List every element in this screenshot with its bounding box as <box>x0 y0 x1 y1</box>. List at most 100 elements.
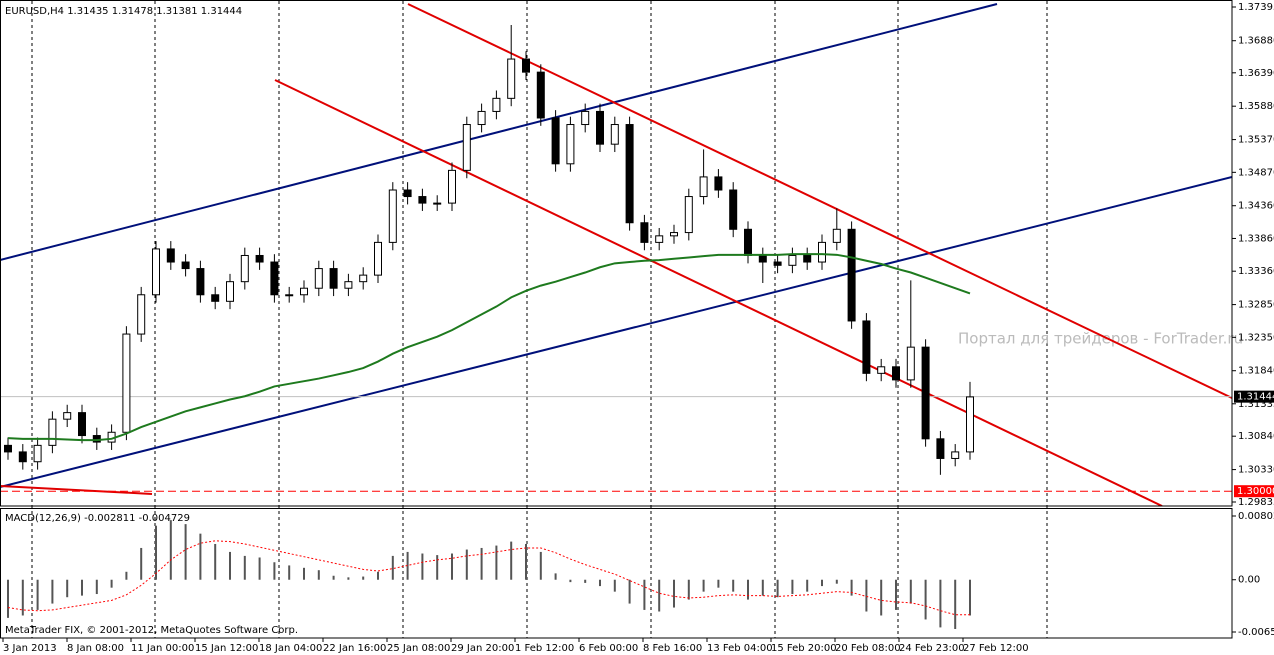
y-tick-label: 1.37395 <box>1238 2 1274 13</box>
y-tick-label: 1.35370 <box>1238 135 1274 146</box>
macd-bar <box>909 579 912 604</box>
macd-bar <box>288 565 291 580</box>
y-tick-label: -0.006579 <box>1238 627 1274 638</box>
macd-bar <box>554 573 557 580</box>
x-tick-label: 3 Jan 2013 <box>3 643 57 654</box>
macd-bar <box>510 541 513 580</box>
candle-body <box>492 97 501 112</box>
candle-body <box>892 366 900 381</box>
macd-bar <box>658 579 661 612</box>
candle-body <box>433 202 442 205</box>
candle-body <box>596 110 604 145</box>
candle-body <box>921 346 930 440</box>
candle-body <box>329 268 338 289</box>
macd-signal <box>7 540 970 616</box>
candle-body <box>448 169 456 204</box>
macd-bar <box>199 533 202 580</box>
candle-body <box>729 189 738 230</box>
level-tag <box>1234 485 1274 498</box>
macd-bar <box>436 555 439 580</box>
candle-body <box>137 294 146 335</box>
y-tick-label: 1.36880 <box>1238 36 1274 47</box>
candle-body <box>344 281 353 289</box>
x-tick-label: 24 Feb 23:00 <box>899 643 965 654</box>
candle-body <box>477 110 486 126</box>
candle-body <box>832 228 841 243</box>
macd-bar <box>406 551 409 580</box>
last-price-label: 1.31444 <box>1237 392 1274 403</box>
moving-average <box>7 253 971 442</box>
y-tick-label: 1.36390 <box>1238 68 1274 79</box>
price-plot <box>0 3 1232 506</box>
macd-bar <box>214 543 217 580</box>
macd-bar <box>569 579 572 583</box>
candle-body <box>744 228 752 256</box>
macd-bar <box>702 579 705 592</box>
candle-body <box>359 274 368 283</box>
macd-bar <box>539 551 542 580</box>
candle-body <box>285 294 294 297</box>
y-tick-label: 1.33860 <box>1238 233 1274 244</box>
y-tick-label: 1.31840 <box>1238 366 1274 377</box>
candle-body <box>48 418 57 446</box>
macd-bar <box>451 553 453 580</box>
candle-body <box>684 196 693 234</box>
candle-body <box>758 254 767 263</box>
macd-bar <box>480 547 483 580</box>
macd-bar <box>155 525 157 580</box>
candle-body <box>773 261 782 266</box>
macd-bar <box>347 577 350 580</box>
macd-bar <box>850 579 853 596</box>
macd-bar <box>584 579 587 583</box>
x-tick-label: 27 Feb 12:00 <box>963 643 1029 654</box>
x-tick-label: 15 Jan 12:00 <box>195 643 258 654</box>
macd-bar <box>821 579 823 587</box>
macd-bar <box>732 579 735 592</box>
macd-bar <box>229 551 231 580</box>
x-tick-label: 6 Feb 00:00 <box>579 643 638 654</box>
x-tick-label: 8 Feb 16:00 <box>643 643 702 654</box>
macd-bar <box>495 545 498 580</box>
x-tick-label: 18 Jan 04:00 <box>259 643 322 654</box>
macd-bar <box>613 579 616 592</box>
x-tick-label: 25 Jan 08:00 <box>387 643 450 654</box>
candle-body <box>211 294 220 302</box>
candle-body <box>551 117 560 165</box>
candle-body <box>63 412 72 420</box>
copyright: MetaTrader FIX, © 2001-2012, MetaQuotes … <box>5 625 298 636</box>
macd-bar <box>125 571 128 580</box>
macd-bar <box>258 557 261 580</box>
candle-body <box>418 196 427 204</box>
candle-body <box>255 254 264 263</box>
candle-body <box>270 261 279 296</box>
macd-bar <box>969 579 971 616</box>
macd-bar <box>954 579 957 629</box>
candle-body <box>522 58 530 73</box>
macd-bar <box>761 579 764 596</box>
macd-bar <box>673 579 675 608</box>
x-tick-label: 22 Jan 16:00 <box>323 643 386 654</box>
y-tick-label: 1.30330 <box>1238 465 1274 476</box>
macd-bar <box>184 524 187 580</box>
y-tick-label: 0.00 <box>1238 575 1260 586</box>
x-tick-label: 13 Feb 04:00 <box>707 643 773 654</box>
candle-body <box>581 110 590 126</box>
candle-body <box>18 451 27 463</box>
trend-lines <box>0 3 1232 506</box>
candle-body <box>314 268 323 289</box>
candle-body <box>699 176 708 198</box>
macd-bar <box>51 579 54 604</box>
macd-bar <box>835 579 838 584</box>
candle-body <box>566 124 575 165</box>
macd-bar <box>391 555 394 580</box>
macd-bar <box>717 579 720 588</box>
macd-bar <box>465 549 468 580</box>
macd-bar <box>169 520 172 580</box>
macd-bar <box>421 553 424 580</box>
candle-body <box>714 176 723 191</box>
macd-bar <box>21 579 24 616</box>
candle-body <box>906 346 915 381</box>
macd-bar <box>66 579 69 598</box>
macd-plot <box>7 520 971 629</box>
